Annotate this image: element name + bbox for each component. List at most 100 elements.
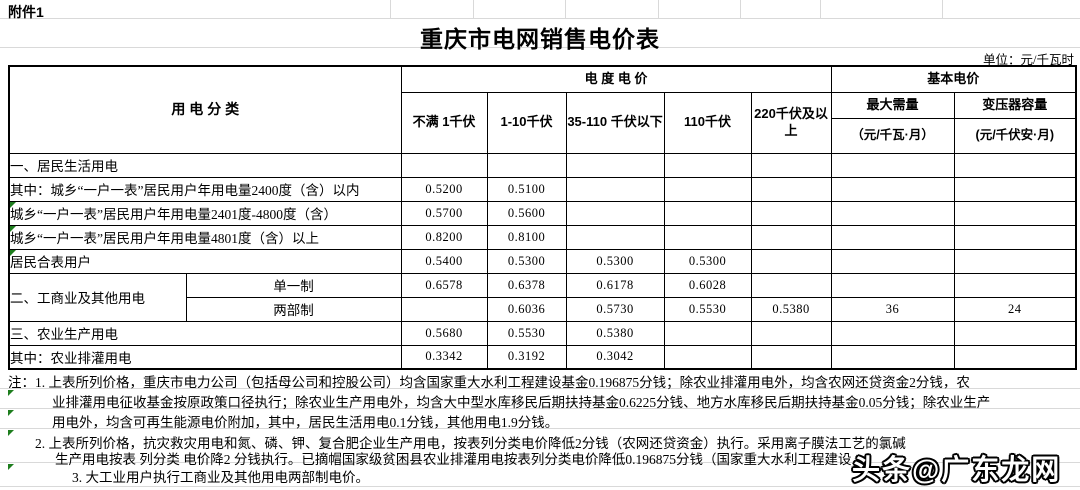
gridline — [0, 18, 1080, 19]
comment-flag — [8, 430, 14, 436]
price-cell: 24 — [953, 296, 1077, 322]
price-cell: 0.8100 — [486, 224, 567, 250]
gridline — [0, 47, 1080, 48]
gridline — [658, 0, 659, 18]
attachment-label: 附件1 — [8, 4, 44, 20]
page-title: 重庆市电网销售电价表 — [420, 26, 660, 52]
price-cell — [663, 152, 752, 178]
basic-price-group-header: 基本电价 — [830, 65, 1077, 93]
price-cell: 0.5530 — [663, 296, 752, 322]
price-cell: 0.5100 — [486, 176, 567, 202]
gridline — [942, 0, 943, 18]
row-label: 其中：农业排灌用电 — [8, 344, 402, 370]
note-3: 3. 大工业用户执行工商业及其他用电两部制电价。 — [72, 470, 369, 485]
price-cell: 0.5300 — [663, 248, 752, 274]
price-cell — [486, 152, 567, 178]
row-label: 城乡“一户一表”居民用户年用电量4801度（含）以上 — [8, 224, 402, 250]
price-cell — [830, 224, 955, 250]
col-header-transformer-capacity: 变压器容量 — [953, 91, 1077, 119]
price-cell — [953, 248, 1077, 274]
row-label: 二、工商业及其他用电 — [8, 272, 187, 322]
price-cell: 0.5380 — [750, 296, 832, 322]
note-1-line-1: 注：1. 上表所列价格，重庆市电力公司（包括母公司和控股公司）均含国家重大水利工… — [8, 375, 970, 390]
comment-flag — [8, 390, 14, 396]
price-cell: 0.5300 — [565, 248, 665, 274]
col-header-110kv: 110千伏 — [663, 91, 752, 154]
tariff-type-cell: 单一制 — [185, 272, 402, 298]
price-cell — [830, 248, 955, 274]
price-cell — [565, 224, 665, 250]
price-cell — [663, 320, 752, 346]
row-label: 一、居民生活用电 — [8, 152, 402, 178]
unit-note: 单位：元/千瓦时 — [983, 53, 1074, 67]
price-cell — [750, 152, 832, 178]
price-cell — [830, 152, 955, 178]
comment-flag — [8, 410, 14, 416]
price-cell: 0.5730 — [565, 296, 665, 322]
gridline — [0, 462, 1080, 463]
table-row: 其中：城乡“一户一表”居民用户年用电量2400度（含）以内 0.5200 0.5… — [8, 176, 1077, 202]
row-label: 三、农业生产用电 — [8, 320, 402, 346]
table-row: 城乡“一户一表”居民用户年用电量2401度-4800度（含） 0.5700 0.… — [8, 200, 1077, 226]
price-cell: 0.5530 — [486, 320, 567, 346]
note-2-line-1: 2. 上表所列价格，抗灾救灾用电和氮、磷、钾、复合肥企业生产用电，按表列分类电价… — [35, 436, 906, 451]
price-cell — [830, 200, 955, 226]
price-cell — [663, 224, 752, 250]
price-cell — [750, 200, 832, 226]
price-cell — [663, 176, 752, 202]
price-cell — [953, 272, 1077, 298]
price-cell — [663, 200, 752, 226]
price-cell: 0.6578 — [400, 272, 488, 298]
price-cell: 0.5400 — [400, 248, 488, 274]
price-cell — [565, 152, 665, 178]
price-table: 用 电 分 类 电 度 电 价 基本电价 不满 1千伏 1-10千伏 35-11… — [8, 65, 1078, 370]
price-cell — [750, 320, 832, 346]
price-cell — [953, 344, 1077, 370]
price-cell: 0.5680 — [400, 320, 488, 346]
col-header-35-110kv: 35-110 千伏以下 — [565, 91, 665, 154]
price-cell — [750, 248, 832, 274]
price-cell — [953, 176, 1077, 202]
price-cell: 0.5200 — [400, 176, 488, 202]
price-cell — [750, 344, 832, 370]
price-cell — [953, 152, 1077, 178]
price-cell: 36 — [830, 296, 955, 322]
price-cell: 0.3192 — [486, 344, 567, 370]
row-label: 其中：城乡“一户一表”居民用户年用电量2400度（含）以内 — [8, 176, 402, 202]
gridline — [0, 428, 1080, 429]
col-header-under-1kv: 不满 1千伏 — [400, 91, 488, 154]
price-cell: 0.6036 — [486, 296, 567, 322]
price-cell — [830, 320, 955, 346]
price-cell — [953, 200, 1077, 226]
col-header-220kv-plus: 220千伏及以上 — [750, 91, 832, 154]
gridline — [0, 388, 1080, 389]
price-cell — [830, 344, 955, 370]
gridline — [390, 0, 391, 18]
price-cell: 0.6028 — [663, 272, 752, 298]
header-row-groups: 用 电 分 类 电 度 电 价 基本电价 — [8, 65, 1077, 154]
row-label: 城乡“一户一表”居民用户年用电量2401度-4800度（含） — [8, 200, 402, 226]
usage-class-header: 用 电 分 类 — [8, 65, 402, 154]
table-row: 其中：农业排灌用电 0.3342 0.3192 0.3042 — [8, 344, 1077, 370]
price-cell: 0.3042 — [565, 344, 665, 370]
col-header-1-10kv: 1-10千伏 — [486, 91, 567, 154]
price-cell — [750, 176, 832, 202]
price-cell — [565, 176, 665, 202]
price-cell — [400, 296, 488, 322]
table-row: 城乡“一户一表”居民用户年用电量4801度（含）以上 0.8200 0.8100 — [8, 224, 1077, 250]
table-row: 一、居民生活用电 — [8, 152, 1077, 178]
gridline — [0, 408, 1080, 409]
price-cell: 0.6178 — [565, 272, 665, 298]
note-2-line-2: 生产用电按表 列分类 电价降2 分钱执行。已摘帽国家级贫困县农业排灌用电按表列分… — [55, 452, 852, 467]
price-cell: 0.5600 — [486, 200, 567, 226]
note-1-line-2: 业排灌用电征收基金按原政策口径执行；除农业生产用电外，均含大中型水库移民后期扶持… — [52, 395, 991, 410]
table-row: 三、农业生产用电 0.5680 0.5530 0.5380 — [8, 320, 1077, 346]
price-cell: 0.5700 — [400, 200, 488, 226]
table-row: 二、工商业及其他用电 单一制 0.6578 0.6378 0.6178 0.60… — [8, 272, 1077, 322]
gridline — [565, 0, 566, 18]
price-cell — [830, 272, 955, 298]
tariff-type-cell: 两部制 — [185, 296, 402, 322]
price-cell: 0.5380 — [565, 320, 665, 346]
max-demand-unit: （元/千瓦·月） — [830, 117, 955, 154]
